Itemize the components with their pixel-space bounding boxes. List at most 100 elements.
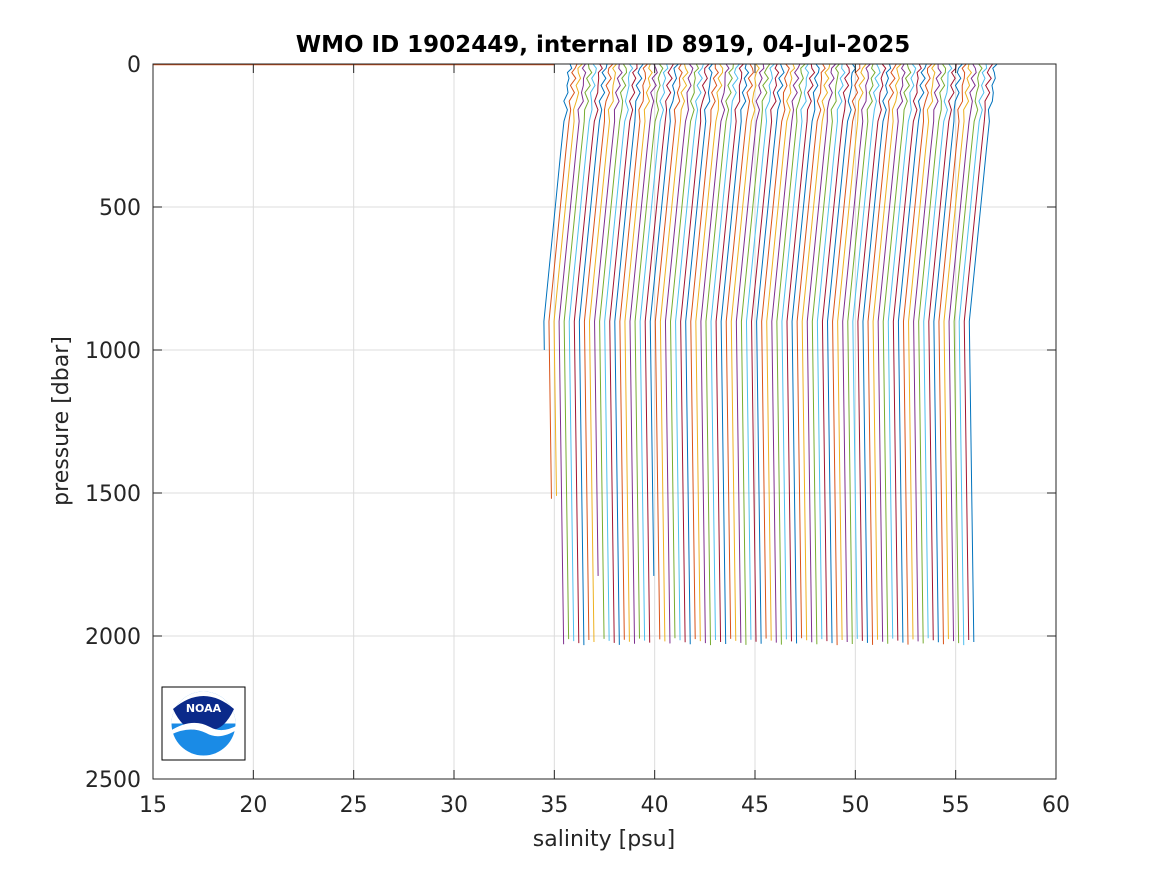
x-tick-label: 50 [841,793,869,818]
profile-line [639,63,669,641]
profile-line [761,63,790,639]
profile-line [832,63,861,646]
profile-line [599,63,628,639]
x-tick-label: 60 [1042,793,1070,818]
profile-line [553,63,583,496]
profile-line [837,63,867,641]
profile-line [690,63,719,640]
profile-line [968,63,998,643]
chart-title: WMO ID 1902449, internal ID 8919, 04-Jul… [296,32,911,58]
profile-line [670,63,700,639]
profile-line [872,63,902,640]
profile-line [918,63,947,644]
profile-line [821,63,850,642]
profile-line [705,63,734,646]
noaa-logo: NOAA [161,686,246,761]
profile-line [614,63,644,645]
profile-line [619,63,648,640]
profile-line [887,63,917,639]
x-tick-label: 40 [641,793,669,818]
profile-line [685,63,713,645]
profile-line [629,63,658,644]
profile-line [710,63,740,641]
profile-line [751,63,780,642]
profile-line [877,63,906,642]
profile-line [609,63,638,643]
profile-line [745,63,775,640]
profile-line [568,63,597,642]
profile-line [634,63,664,639]
profile-line [680,63,710,643]
profile-line [644,63,674,643]
profile-line [862,63,892,643]
x-tick-label: 35 [540,793,568,818]
profile-line [664,63,694,644]
profile-line [594,63,623,576]
x-tick-label: 45 [741,793,769,818]
y-tick-label: 500 [99,196,141,221]
profile-line [796,63,826,639]
y-tick-label: 2000 [85,625,141,650]
profile-line [953,63,983,644]
profile-line [771,63,801,643]
profile-line [892,63,922,641]
profile-line [563,63,593,640]
profile-line [933,63,963,643]
y-axis-label: pressure [dbar] [49,336,74,506]
profile-line [720,63,750,645]
profile-line [867,63,897,645]
profile-line [948,63,977,642]
profile-line [827,63,857,644]
profile-line [624,63,653,642]
x-tick-label: 15 [139,793,167,818]
profile-line [756,63,785,644]
profile-line [543,63,573,351]
profile-line [715,63,744,643]
profile-line [816,63,846,640]
profile-line [558,63,587,645]
profile-line [842,63,871,643]
y-tick-label: 1000 [85,339,141,364]
axis-ticks: 15 20 25 30 35 40 45 50 55 60 0 500 1000 1500 2000 2500 [85,53,1070,818]
profile-line [928,63,957,641]
profile-line [786,63,816,642]
profile-line [659,63,689,642]
x-tick-label: 55 [942,793,970,818]
x-tick-label: 30 [440,793,468,818]
x-tick-label: 25 [340,793,368,818]
profile-line [852,63,881,639]
profile-line [573,63,603,644]
profile-line [583,63,614,641]
profile-line [654,63,683,640]
profile-line [811,63,840,645]
profile-line [735,63,765,643]
profile-line [806,63,837,643]
profile-line [675,63,704,641]
profile-line [548,63,578,499]
profile-line [578,63,608,646]
profile-line [963,63,994,641]
profile-line [740,63,771,645]
profile-line [604,63,634,641]
profile-line [847,63,876,645]
profile-line [943,63,973,640]
profile-line [958,63,988,646]
profile-line [791,63,820,644]
profile-line [801,63,831,641]
y-tick-label: 1500 [85,482,141,507]
profile-line [588,63,617,643]
profile-line [908,63,936,640]
profile-line [649,63,679,576]
profile-line [725,63,754,639]
y-tick-label: 2500 [85,768,141,793]
noaa-logo-text: NOAA [186,702,222,715]
profile-line [730,63,760,641]
profile-line [695,63,724,642]
profile-line [776,63,806,645]
profile-lines [153,63,998,646]
profile-line [700,63,730,644]
profile-line [938,63,967,645]
profile-line [857,63,887,641]
y-tick-label: 0 [127,53,141,78]
